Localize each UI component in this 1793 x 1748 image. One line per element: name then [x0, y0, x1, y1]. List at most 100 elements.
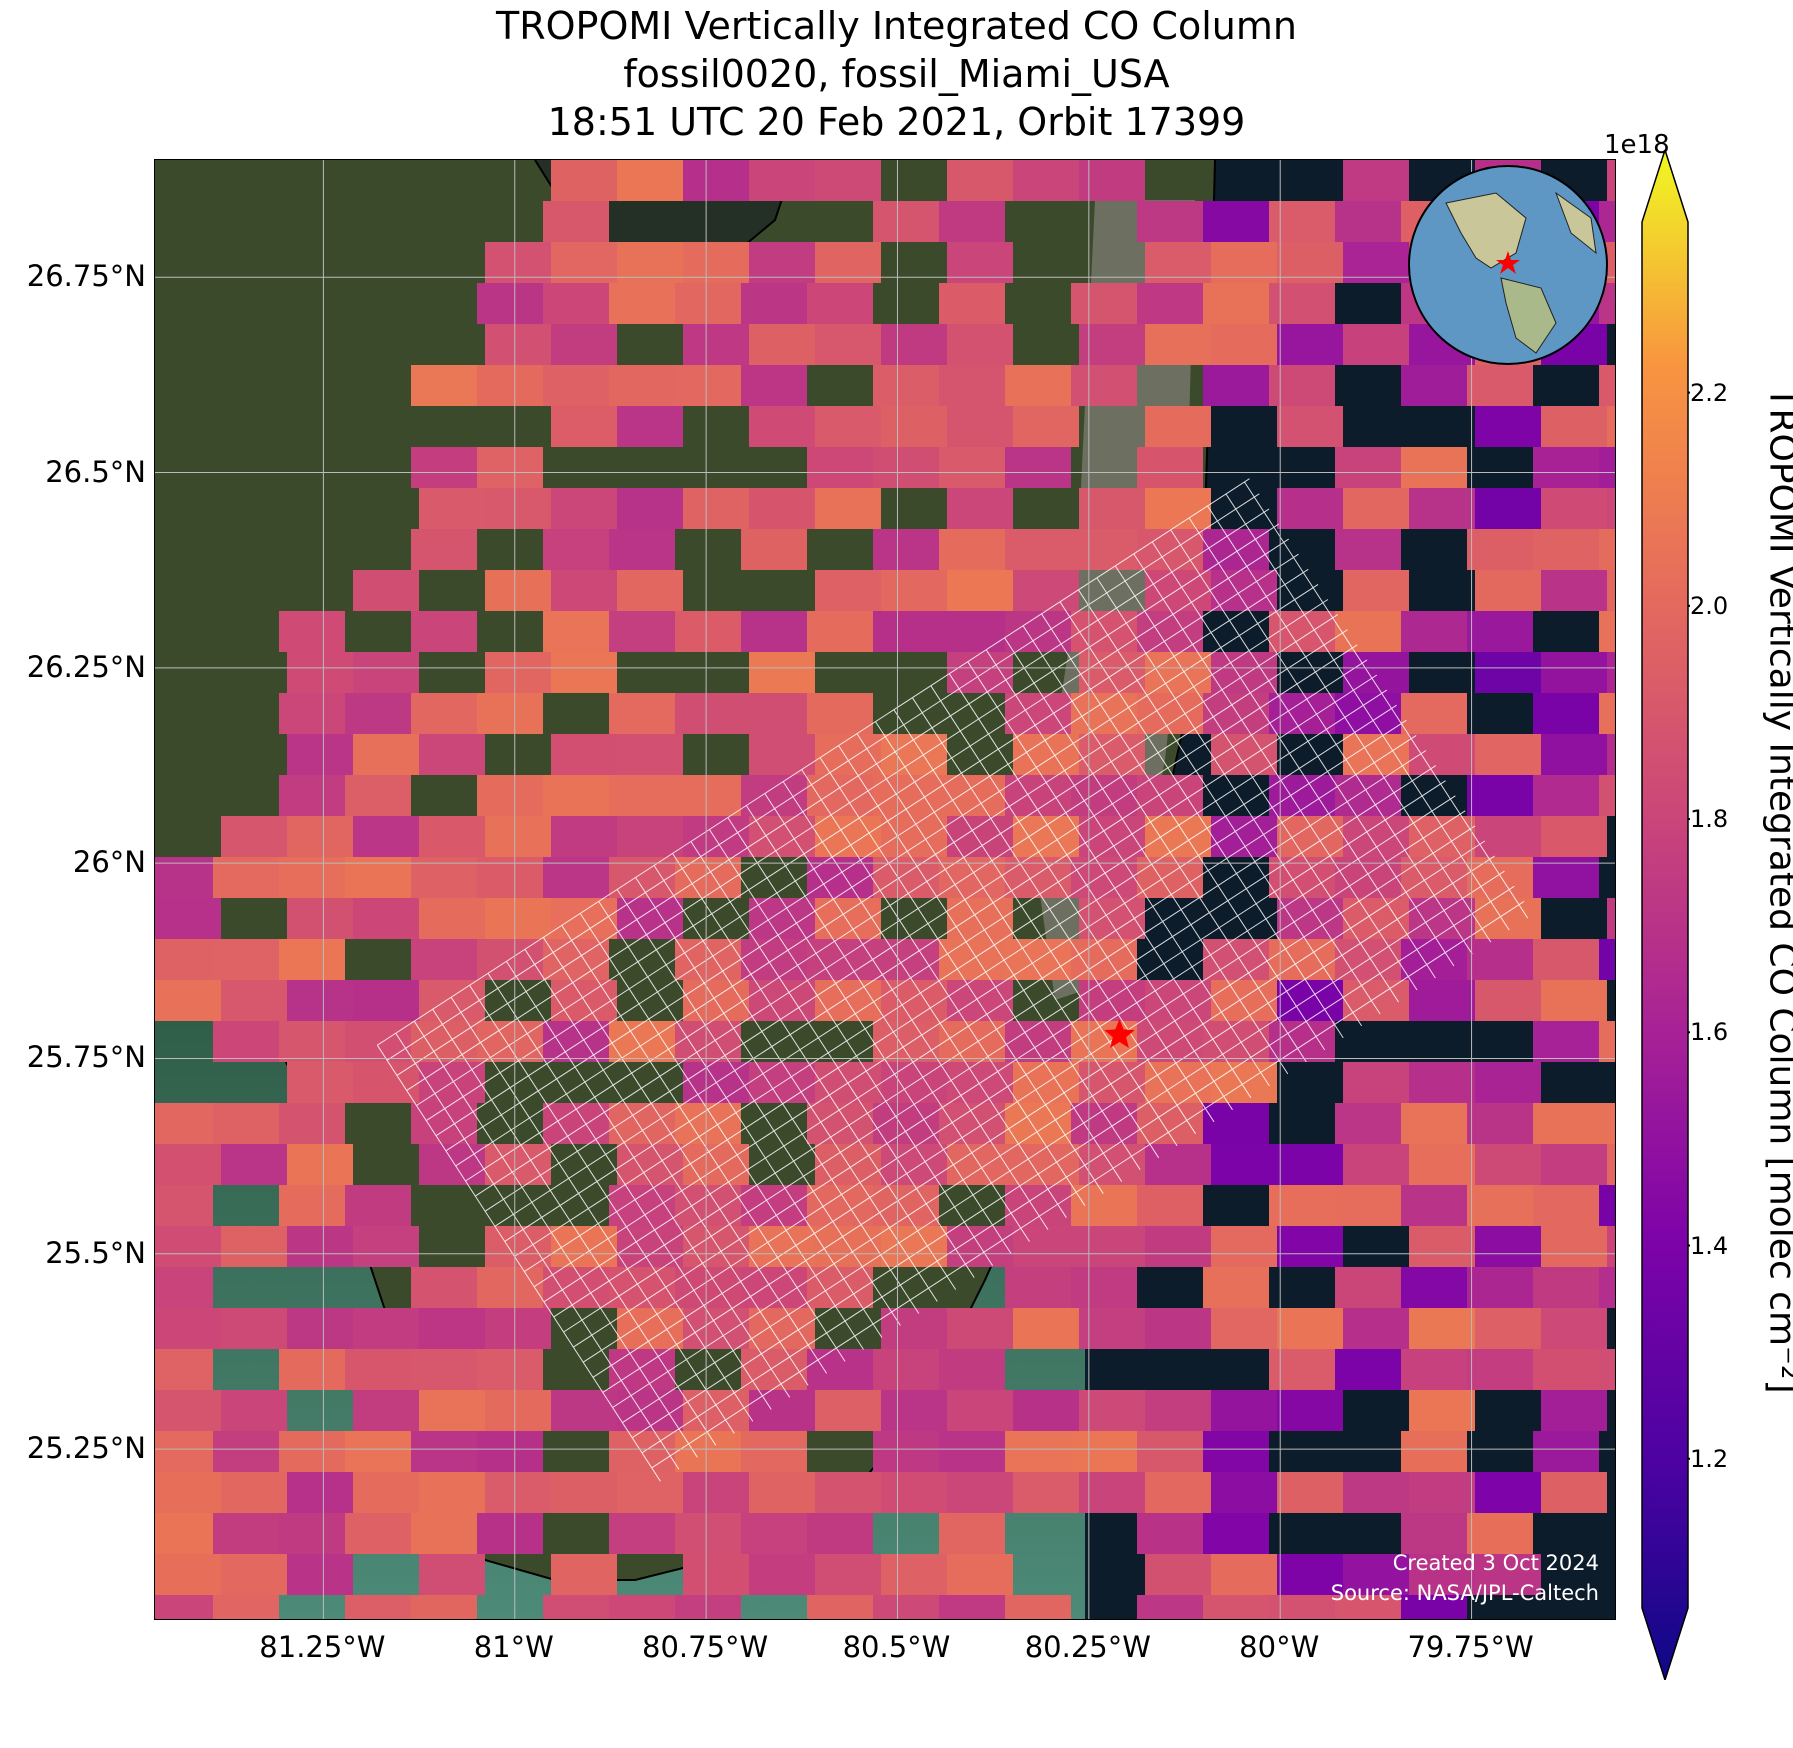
co-pixel [543, 201, 609, 242]
co-pixel [155, 1267, 213, 1308]
co-pixel [221, 816, 287, 857]
co-pixel [807, 1595, 873, 1619]
co-pixel [1269, 1185, 1335, 1226]
co-pixel [807, 1185, 873, 1226]
lon-tick-label: 80°W [1239, 1630, 1320, 1664]
map-canvas [155, 160, 1615, 1619]
co-pixel [815, 160, 881, 201]
lon-tick-label: 79.75°W [1407, 1630, 1534, 1664]
co-pixel [411, 857, 477, 898]
co-pixel [1533, 1021, 1599, 1062]
co-pixel [477, 1267, 543, 1308]
colorbar [1641, 150, 1690, 1680]
co-pixel [213, 1513, 279, 1554]
co-pixel [939, 447, 1005, 488]
co-pixel [873, 529, 939, 570]
co-pixel [815, 816, 881, 857]
co-pixel [1475, 1472, 1541, 1513]
co-pixel [749, 324, 815, 365]
title-line-1: TROPOMI Vertically Integrated CO Column [496, 4, 1297, 48]
co-pixel [1335, 1267, 1401, 1308]
co-pixel [1269, 1595, 1335, 1619]
co-pixel [155, 1513, 213, 1554]
co-pixel [749, 734, 815, 775]
co-pixel [1401, 611, 1467, 652]
co-pixel [683, 1472, 749, 1513]
lat-tick-label: 25.5°N [45, 1235, 146, 1270]
co-pixel [881, 324, 947, 365]
co-pixel [683, 324, 749, 365]
co-pixel [741, 1349, 807, 1390]
co-pixel [1409, 1390, 1475, 1431]
co-pixel [939, 1021, 1005, 1062]
co-pixel [221, 1308, 287, 1349]
co-pixel [1401, 365, 1467, 406]
co-pixel [1343, 1554, 1409, 1595]
co-pixel [675, 693, 741, 734]
co-pixel [947, 1554, 1013, 1595]
co-pixel [485, 570, 551, 611]
lat-tick-label: 26.5°N [45, 454, 146, 489]
co-pixel [939, 1513, 1005, 1554]
co-pixel [749, 406, 815, 447]
co-pixel [345, 1513, 411, 1554]
co-pixel [1409, 1144, 1475, 1185]
co-pixel [815, 1472, 881, 1513]
co-pixel [1277, 1308, 1343, 1349]
co-pixel [353, 1308, 419, 1349]
lon-tick-label: 80.75°W [642, 1630, 769, 1664]
co-pixel [881, 1554, 947, 1595]
co-pixel [287, 1472, 353, 1513]
co-pixel [749, 652, 815, 693]
co-pixel [1533, 1103, 1599, 1144]
co-pixel [345, 1185, 411, 1226]
lat-tick-label: 26.25°N [26, 649, 146, 684]
co-pixel [873, 1021, 939, 1062]
co-pixel [155, 939, 213, 980]
co-pixel [1211, 1472, 1277, 1513]
co-pixel [1467, 1185, 1533, 1226]
co-pixel [1533, 1267, 1599, 1308]
co-pixel [1005, 1185, 1071, 1226]
co-pixel [213, 857, 279, 898]
co-pixel [1343, 1144, 1409, 1185]
co-pixel [1211, 1390, 1277, 1431]
co-pixel [287, 816, 353, 857]
co-pixel [1145, 1308, 1211, 1349]
co-pixel [1277, 242, 1343, 283]
co-pixel [543, 283, 609, 324]
co-pixel [1079, 160, 1145, 201]
co-pixel [543, 529, 609, 570]
co-pixel [1533, 529, 1599, 570]
co-pixel [353, 652, 419, 693]
co-pixel [609, 693, 675, 734]
co-pixel [749, 160, 815, 201]
co-pixel [1211, 1308, 1277, 1349]
co-pixel [1211, 1226, 1277, 1267]
co-pixel [279, 693, 345, 734]
co-pixel [279, 1513, 345, 1554]
co-pixel [1145, 1144, 1211, 1185]
co-pixel [1145, 652, 1211, 693]
co-pixel [609, 283, 675, 324]
co-pixel [609, 529, 675, 570]
gridlines [155, 160, 1615, 1619]
co-pixel [1277, 1554, 1343, 1595]
co-pixel [939, 201, 1005, 242]
lat-tick-label: 26.75°N [26, 259, 146, 294]
co-pixel [1145, 406, 1211, 447]
co-pixel [749, 1390, 815, 1431]
co-pixel [485, 324, 551, 365]
co-pixel [741, 1185, 807, 1226]
co-pixel [279, 1021, 345, 1062]
co-pixel [1137, 857, 1203, 898]
co-pixel [1277, 1226, 1343, 1267]
co-pixel [419, 1554, 485, 1595]
co-pixel [1467, 775, 1533, 816]
co-pixel [543, 775, 609, 816]
co-pixel [279, 775, 345, 816]
co-pixel [1467, 1349, 1533, 1390]
co-pixel [419, 734, 485, 775]
co-pixel [411, 447, 477, 488]
co-pixel [749, 1554, 815, 1595]
